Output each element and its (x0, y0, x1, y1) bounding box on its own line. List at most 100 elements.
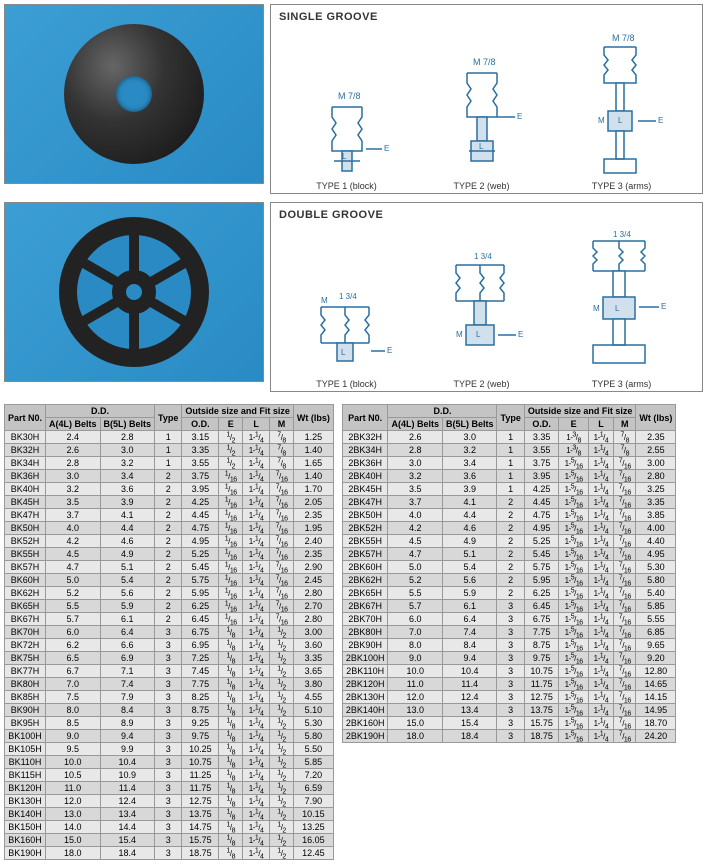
table-cell: 1-1/4 (243, 743, 270, 756)
table-cell: 16.05 (293, 834, 333, 847)
product-image-spoke (4, 202, 264, 382)
table-cell: 7.4 (442, 626, 497, 639)
table-cell: 2 (155, 470, 182, 483)
table-cell: 5.55 (636, 613, 676, 626)
table-cell: 3.7 (388, 496, 443, 509)
table-cell: 1/2 (270, 652, 294, 665)
table-cell: 3 (497, 665, 524, 678)
table-cell: 1-1/4 (588, 431, 613, 444)
table-cell: 4.9 (442, 535, 497, 548)
table-cell: 6.2 (46, 639, 101, 652)
table-cell: 3 (497, 626, 524, 639)
table-cell: 7/16 (614, 613, 636, 626)
table-cell: 2.55 (636, 444, 676, 457)
table-row: 2BK62H5.25.625.951-5/161-1/47/165.80 (342, 574, 675, 587)
table-cell: 3 (155, 678, 182, 691)
table-cell: 6.9 (100, 652, 155, 665)
table-cell: 2.80 (293, 587, 333, 600)
table-cell: 4.25 (524, 483, 559, 496)
table-cell: BK77H (5, 665, 46, 678)
table-cell: 3 (155, 821, 182, 834)
svg-text:M: M (456, 330, 463, 339)
table-cell: BK120H (5, 782, 46, 795)
table-cell: BK40H (5, 483, 46, 496)
table-cell: 15.0 (46, 834, 101, 847)
th-m: M (270, 418, 294, 431)
table-cell: BK65H (5, 600, 46, 613)
table-cell: 14.95 (636, 704, 676, 717)
table-cell: 7/16 (270, 522, 294, 535)
table-cell: 2 (155, 522, 182, 535)
table-cell: 1/16 (219, 613, 243, 626)
table-cell: 1-1/4 (588, 730, 613, 743)
table-cell: 18.75 (182, 847, 219, 860)
table-cell: 1-5/16 (559, 470, 588, 483)
table-cell: 3.5 (46, 496, 101, 509)
table-cell: 3 (155, 691, 182, 704)
table-cell: 2BK40H (342, 470, 388, 483)
table-row: BK60H5.05.425.751/161-1/47/162.45 (5, 574, 334, 587)
table-row: BK47H3.74.124.451/161-1/47/162.35 (5, 509, 334, 522)
table-cell: 1/16 (219, 574, 243, 587)
table-cell: 1-5/16 (559, 600, 588, 613)
table-row: BK50H4.04.424.751/161-1/47/161.95 (5, 522, 334, 535)
table-row: 2BK47H3.74.124.451-5/161-1/47/163.35 (342, 496, 675, 509)
double-types-row: M 1 3/4 L E TYPE 1 (block) 1 3/4 (279, 225, 694, 389)
table-cell: 9.0 (46, 730, 101, 743)
table-cell: 4.95 (636, 548, 676, 561)
table-cell: 5.9 (442, 587, 497, 600)
table-cell: 1-1/4 (243, 730, 270, 743)
table-cell: 11.0 (388, 678, 443, 691)
table-cell: 13.75 (524, 704, 559, 717)
table-cell: 11.75 (524, 678, 559, 691)
table-cell: 7/16 (614, 483, 636, 496)
table-cell: 3 (155, 808, 182, 821)
table-row: 2BK160H15.015.4315.751-5/161-1/47/1618.7… (342, 717, 675, 730)
table-cell: 3 (155, 769, 182, 782)
table-cell: 2.35 (636, 431, 676, 444)
table-cell: 7/16 (614, 587, 636, 600)
table-cell: 4.55 (293, 691, 333, 704)
table-cell: 3.00 (636, 457, 676, 470)
table-row: BK120H11.011.4311.751/81-1/41/26.59 (5, 782, 334, 795)
table-cell: 3 (155, 717, 182, 730)
table-cell: 1-1/4 (588, 561, 613, 574)
double-type2: 1 3/4 M L E TYPE 2 (web) (432, 245, 532, 389)
table-cell: 2BK67H (342, 600, 388, 613)
table-cell: 15.75 (524, 717, 559, 730)
table-cell: 2 (155, 548, 182, 561)
table-cell: 2 (497, 561, 524, 574)
type1-label: TYPE 1 (block) (316, 181, 377, 191)
table-cell: 1-1/4 (243, 548, 270, 561)
table-cell: 1-5/16 (559, 704, 588, 717)
double-type2-label: TYPE 2 (web) (453, 379, 509, 389)
svg-text:E: E (661, 302, 666, 311)
table-row: 2BK140H13.013.4313.751-5/161-1/47/1614.9… (342, 704, 675, 717)
table-cell: 3 (155, 665, 182, 678)
table-cell: 1/2 (219, 444, 243, 457)
svg-text:E: E (658, 116, 663, 125)
table-cell: 7/16 (270, 509, 294, 522)
table-cell: 1/2 (270, 769, 294, 782)
table-2bk-body: 2BK32H2.63.013.351-3/81-1/47/82.352BK34H… (342, 431, 675, 743)
table-cell: 2BK130H (342, 691, 388, 704)
table-cell: BK115H (5, 769, 46, 782)
svg-text:M: M (593, 304, 600, 313)
table-cell: 1/8 (219, 704, 243, 717)
table-cell: 1-5/16 (559, 496, 588, 509)
table-row: BK55H4.54.925.251/161-1/47/162.35 (5, 548, 334, 561)
table-cell: 1 (497, 457, 524, 470)
svg-text:1 3/4: 1 3/4 (474, 252, 492, 261)
table-cell: 5.7 (46, 613, 101, 626)
table-cell: BK45H (5, 496, 46, 509)
table-cell: 10.75 (524, 665, 559, 678)
table-cell: BK47H (5, 509, 46, 522)
table-cell: 3.0 (100, 444, 155, 457)
table-row: BK45H3.53.924.251/161-1/47/162.05 (5, 496, 334, 509)
table-cell: 1/2 (270, 678, 294, 691)
double-type3: 1 3/4 M L E TYPE 3 (arms) (567, 225, 677, 389)
table-cell: 10.75 (182, 756, 219, 769)
table-cell: 5.9 (100, 600, 155, 613)
th-part: Part N0. (5, 405, 46, 431)
table-cell: 1 (497, 431, 524, 444)
